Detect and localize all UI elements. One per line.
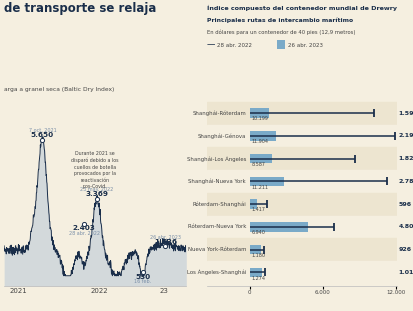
Text: 5.650: 5.650 <box>31 132 54 138</box>
Text: 3.369: 3.369 <box>85 191 108 197</box>
Text: arga a granel seca (Baltic Dry Index): arga a granel seca (Baltic Dry Index) <box>4 87 114 92</box>
Text: Índice compuesto del contenedor mundial de Drewry: Índice compuesto del contenedor mundial … <box>206 5 396 11</box>
Bar <box>249 268 261 277</box>
Text: 530: 530 <box>135 274 150 280</box>
Bar <box>249 199 256 209</box>
Text: En dólares para un contenedor de 40 pies (12,9 metros): En dólares para un contenedor de 40 pies… <box>206 30 355 35</box>
Text: 1.592: 1.592 <box>398 111 413 116</box>
Text: Nueva York-Róterdam: Nueva York-Róterdam <box>187 247 245 252</box>
Text: 2.193: 2.193 <box>398 133 413 138</box>
Text: 23 may. 2022: 23 may. 2022 <box>80 187 114 192</box>
Bar <box>249 109 268 118</box>
Text: 6.940: 6.940 <box>251 230 264 235</box>
Text: 26 abr. 2023: 26 abr. 2023 <box>287 43 322 48</box>
Text: Róterdam-Shanghái: Róterdam-Shanghái <box>192 202 245 207</box>
Text: Shanghái-Róterdam: Shanghái-Róterdam <box>192 110 245 116</box>
Text: 2.403: 2.403 <box>73 225 95 231</box>
Bar <box>206 102 396 124</box>
Text: 16 feb.: 16 feb. <box>134 279 151 284</box>
Text: 926: 926 <box>398 247 411 252</box>
Bar <box>206 147 396 170</box>
Text: 4.806: 4.806 <box>398 225 413 230</box>
Text: 1.820: 1.820 <box>398 156 413 161</box>
Text: Róterdam-Nueva York: Róterdam-Nueva York <box>187 225 245 230</box>
Bar <box>249 222 308 232</box>
Text: 1.417: 1.417 <box>251 207 265 212</box>
Text: 11.904: 11.904 <box>251 139 268 144</box>
Text: Shanghái-Génova: Shanghái-Génova <box>197 133 245 139</box>
Text: 7 oct. 2021: 7 oct. 2021 <box>28 128 56 133</box>
Text: 28 abr. 2022: 28 abr. 2022 <box>217 43 252 48</box>
Text: Principales rutas de intercambio marítimo: Principales rutas de intercambio marítim… <box>206 17 352 23</box>
Text: Durante 2021 se
disparó debido a los
cuellos de botella
provocados por la
reacti: Durante 2021 se disparó debido a los cue… <box>71 151 119 189</box>
Bar <box>206 124 396 147</box>
Text: 26 abr. 2023: 26 abr. 2023 <box>150 234 180 239</box>
Text: 1.180: 1.180 <box>251 253 265 258</box>
Text: 1.536: 1.536 <box>154 239 176 245</box>
Bar <box>249 154 271 164</box>
Bar <box>206 216 396 238</box>
Text: 10.199: 10.199 <box>251 116 268 121</box>
Text: 2.780: 2.780 <box>398 179 413 184</box>
Bar <box>249 131 276 141</box>
Bar <box>206 238 396 261</box>
Text: Shanghái-Nueva York: Shanghái-Nueva York <box>188 179 245 184</box>
Text: 1.017: 1.017 <box>398 270 413 275</box>
Text: Shanghái-Los Ángeles: Shanghái-Los Ángeles <box>186 156 245 162</box>
Bar <box>206 261 396 284</box>
Text: —: — <box>206 41 215 49</box>
Text: de transporte se relaja: de transporte se relaja <box>4 2 156 15</box>
Bar <box>249 177 283 186</box>
Bar <box>249 245 261 254</box>
Text: 28 abr. 2022: 28 abr. 2022 <box>69 230 100 235</box>
Text: 1.274: 1.274 <box>251 276 265 281</box>
Text: 596: 596 <box>398 202 411 207</box>
Text: 11.211: 11.211 <box>251 185 268 190</box>
Text: Los Ángeles-Shanghái: Los Ángeles-Shanghái <box>186 269 245 276</box>
Text: 8.587: 8.587 <box>251 162 265 167</box>
Bar <box>206 193 396 216</box>
Bar <box>206 170 396 193</box>
